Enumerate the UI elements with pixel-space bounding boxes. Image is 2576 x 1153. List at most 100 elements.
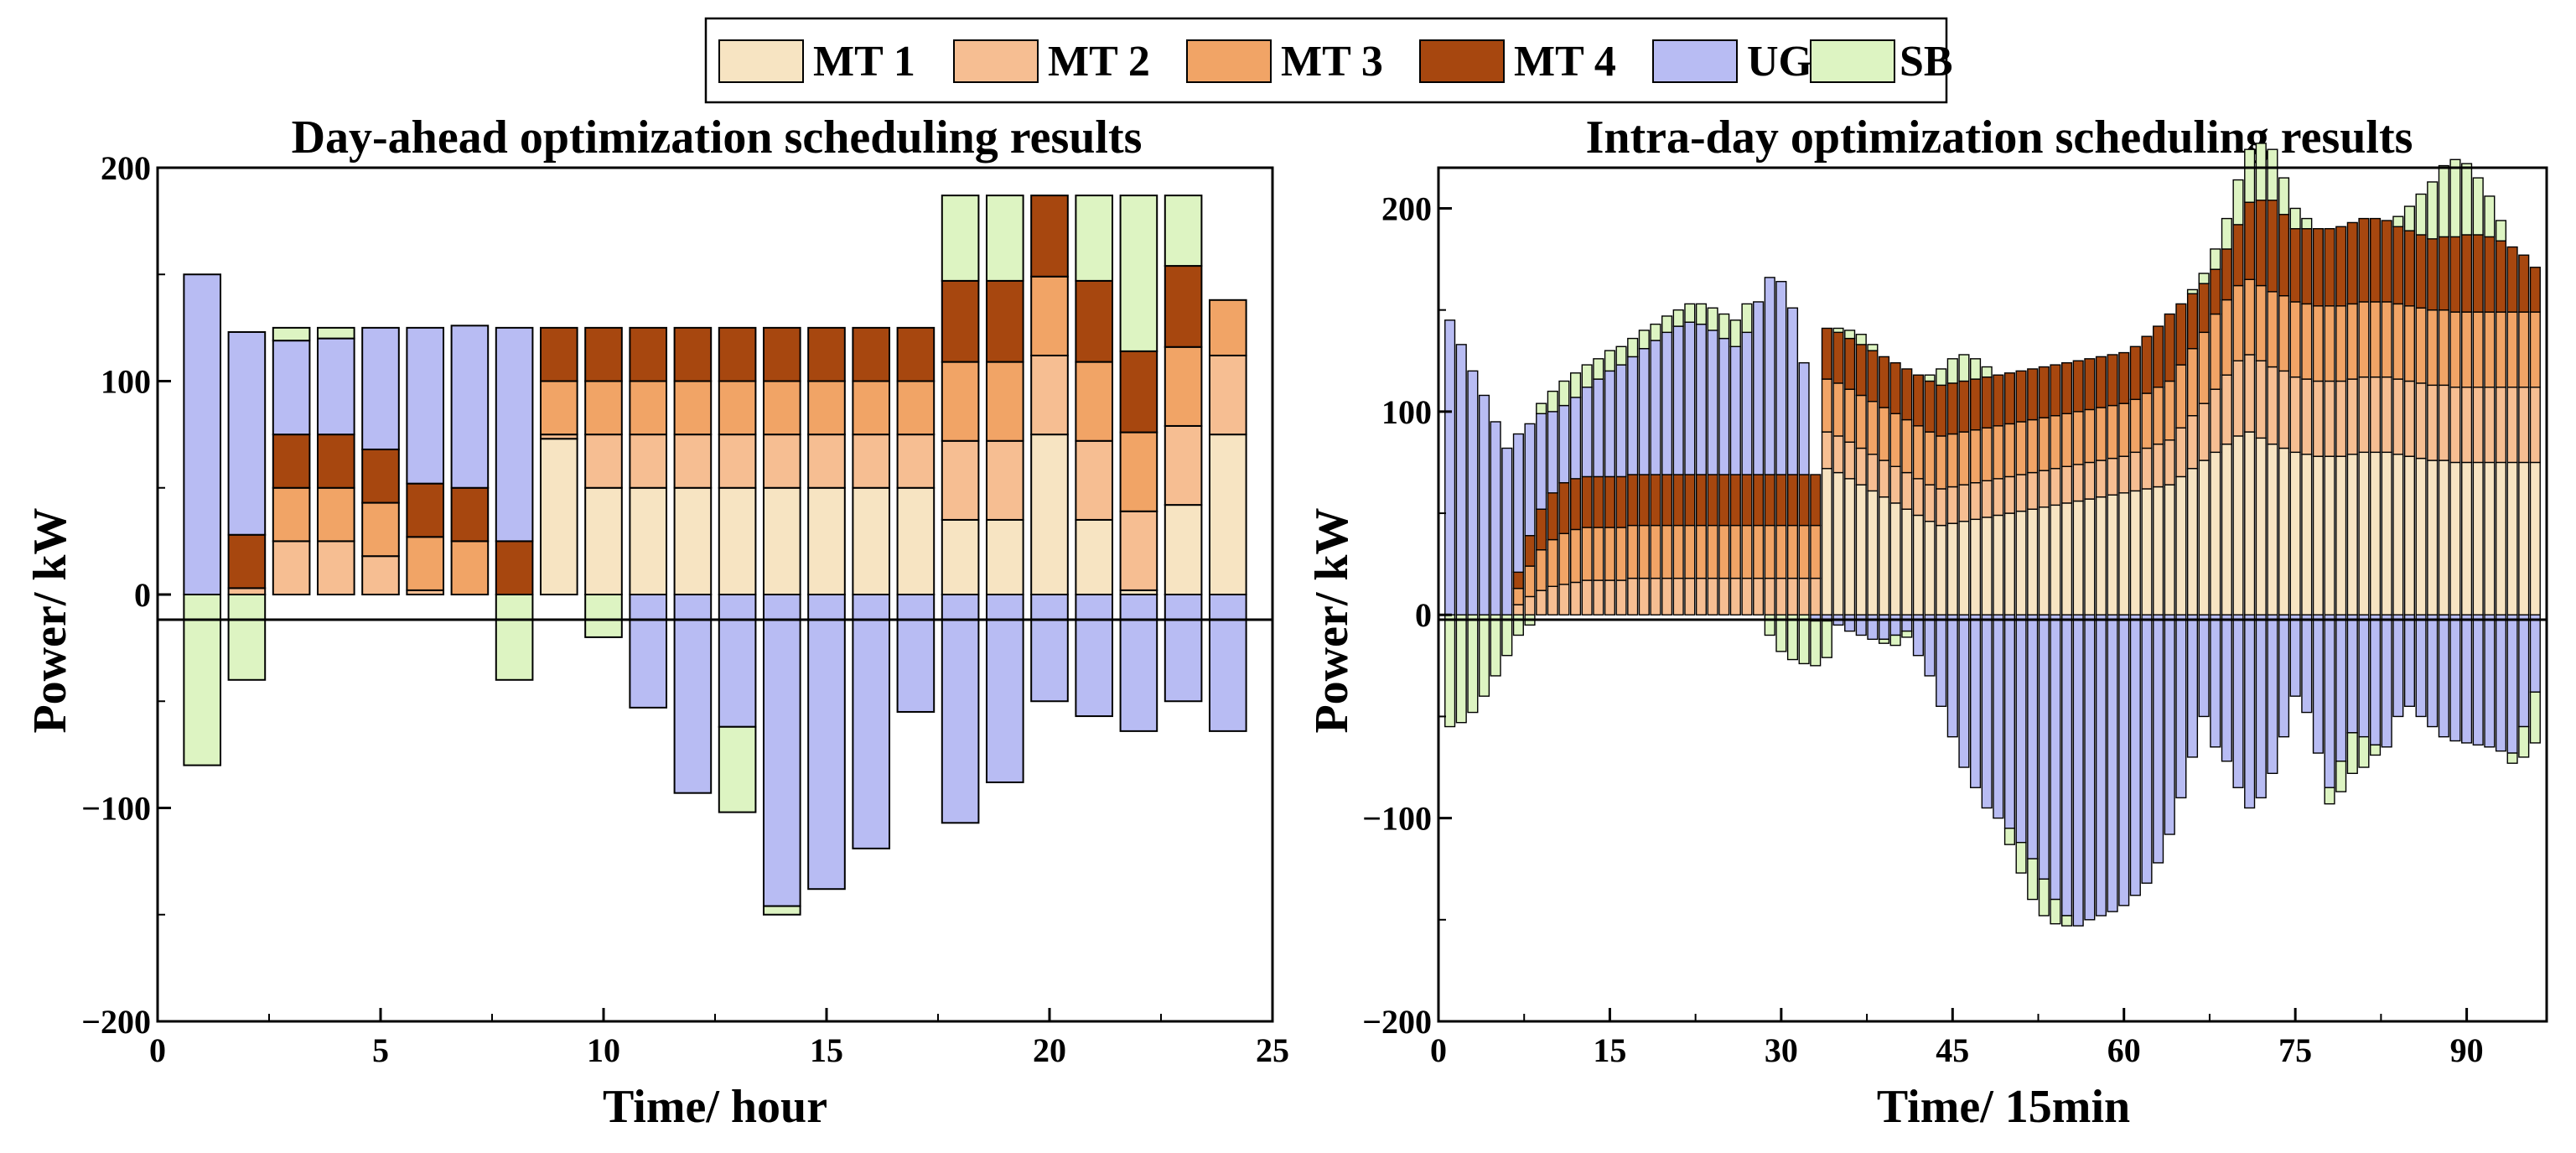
- intra-day-bar-mt-1-38: [1867, 490, 1879, 615]
- day-ahead-y-tick-label--100: −100: [81, 790, 151, 828]
- intra-day-bar-sb-67: [2198, 273, 2210, 284]
- intra-day-bar-ug-91: [2472, 614, 2484, 746]
- intra-day-bar-mt-1-43: [1924, 521, 1936, 615]
- day-ahead-bar-sb-2: [227, 594, 267, 681]
- intra-day-bar-mt-4-62: [2141, 335, 2153, 394]
- intra-day-bar-sb-22: [1684, 303, 1696, 323]
- intra-day-bar-mt-1-52: [2027, 508, 2039, 615]
- intra-day-bar-mt-4-37: [1855, 344, 1867, 397]
- intra-day-bar-sb-89: [2449, 158, 2461, 238]
- day-ahead-bar-mt-1-17: [896, 486, 936, 595]
- intra-day-bar-ug-59: [2107, 614, 2118, 912]
- day-ahead-bar-mt-2-22: [1119, 510, 1158, 591]
- intra-day-bar-mt-2-62: [2141, 447, 2153, 490]
- intra-day-bar-ug-81: [2358, 614, 2370, 738]
- intra-day-bar-mt-1-61: [2129, 490, 2141, 615]
- intra-day-bar-sb-15: [1604, 350, 1615, 372]
- intra-day-bar-mt-1-65: [2175, 475, 2187, 615]
- intra-day-bar-mt-3-63: [2153, 387, 2164, 445]
- day-ahead-bar-mt-4-17: [896, 326, 936, 382]
- day-ahead-bar-mt-3-12: [673, 380, 713, 436]
- intra-day-bar-sb-2: [1455, 614, 1467, 724]
- intra-day-bar-mt-4-19: [1650, 474, 1661, 527]
- intra-day-bar-mt-4-66: [2186, 293, 2199, 350]
- day-ahead-bar-mt-4-21: [1075, 279, 1114, 363]
- intra-day-bar-mt-2-70: [2232, 360, 2244, 437]
- intra-day-bar-sb-24: [1707, 307, 1718, 331]
- day-ahead-bar-ug-1: [183, 273, 222, 595]
- intra-day-bar-mt-3-23: [1695, 524, 1708, 579]
- intra-day-bar-ug-89: [2449, 614, 2461, 742]
- intra-day-bar-sb-70: [2232, 179, 2244, 226]
- intra-day-bar-mt-3-45: [1946, 433, 1958, 488]
- intra-day-bar-mt-3-87: [2427, 309, 2439, 387]
- intra-day-bar-ug-51: [2015, 614, 2027, 844]
- intra-day-bar-mt-3-56: [2072, 411, 2084, 465]
- day-ahead-bar-ug-22: [1119, 594, 1158, 732]
- day-ahead-bar-mt-4-2: [227, 533, 267, 589]
- intra-day-bar-mt-2-64: [2164, 439, 2175, 486]
- day-ahead-bar-mt-3-17: [896, 380, 936, 436]
- intra-day-bar-mt-1-69: [2221, 443, 2232, 615]
- intra-day-bar-ug-72: [2255, 614, 2267, 799]
- intra-day-bar-mt-1-70: [2232, 435, 2244, 615]
- day-ahead-bar-mt-3-3: [272, 486, 311, 543]
- intra-day-bar-mt-1-87: [2427, 460, 2439, 615]
- intra-day-bar-mt-4-92: [2484, 236, 2496, 313]
- intra-day-bar-mt-4-34: [1821, 327, 1832, 380]
- intra-day-bar-ug-56: [2072, 614, 2084, 927]
- intra-day-bar-mt-3-25: [1718, 524, 1730, 579]
- intra-day-bar-mt-1-64: [2164, 484, 2175, 615]
- intra-day-bar-mt-4-32: [1798, 474, 1810, 527]
- intra-day-bar-mt-3-70: [2232, 284, 2244, 361]
- day-ahead-x-tick-label-0: 0: [149, 1031, 166, 1069]
- intra-day-bar-mt-3-30: [1775, 524, 1787, 579]
- day-ahead-bar-mt-4-6: [406, 482, 445, 538]
- day-ahead-bar-mt-2-20: [1030, 354, 1069, 436]
- intra-day-bar-mt-2-25: [1718, 577, 1730, 615]
- intra-day-bar-mt-3-67: [2198, 331, 2210, 404]
- day-ahead-bar-mt-3-22: [1119, 431, 1158, 512]
- intra-day-bar-mt-2-12: [1569, 581, 1582, 615]
- intra-day-bar-mt-1-54: [2050, 504, 2061, 615]
- intra-day-bar-sb-91: [2472, 177, 2484, 236]
- day-ahead-bar-mt-2-4: [316, 540, 355, 596]
- day-ahead-bar-mt-2-10: [584, 434, 623, 489]
- intra-day-bar-mt-3-12: [1569, 528, 1582, 584]
- day-ahead-bar-mt-3-13: [718, 380, 757, 436]
- intra-day-bar-mt-2-53: [2038, 470, 2050, 508]
- intra-day-bar-mt-2-13: [1581, 579, 1593, 615]
- intra-day-bar-mt-2-67: [2198, 403, 2210, 461]
- intra-day-bar-mt-3-79: [2335, 305, 2347, 382]
- intra-day-bar-sb-84: [2392, 216, 2404, 227]
- day-ahead-bar-mt-2-3: [272, 540, 311, 596]
- intra-day-bar-sb-36: [1844, 330, 1856, 340]
- intra-day-bar-ug-53: [2038, 614, 2050, 880]
- intra-day-bar-mt-3-33: [1810, 524, 1822, 579]
- day-ahead-bar-ug-4: [316, 337, 355, 436]
- intra-day-bar-ug-84: [2392, 614, 2404, 718]
- intra-day-y-tick-label-200: 200: [1381, 190, 1432, 227]
- intra-day-bar-mt-3-21: [1672, 524, 1684, 579]
- intra-day-bar-mt-1-63: [2153, 486, 2164, 615]
- intra-day-bar-ug-31: [1786, 307, 1799, 475]
- intra-day-bar-mt-4-64: [2164, 313, 2175, 382]
- legend-swatch-ug: [1652, 39, 1738, 83]
- day-ahead-ticks: 0 5 10 15 20 25 −200 −100 0 100 200: [81, 149, 1289, 1069]
- intra-day-bar-mt-3-8: [1524, 565, 1536, 598]
- intra-day-bar-mt-3-46: [1958, 431, 1970, 486]
- intra-day-bar-mt-4-86: [2415, 234, 2427, 309]
- intra-day-bar-mt-4-45: [1946, 382, 1958, 435]
- intra-day-bar-mt-3-28: [1753, 524, 1765, 579]
- intra-day-bar-sb-68: [2210, 248, 2221, 270]
- intra-day-x-tick-label-30: 30: [1765, 1031, 1798, 1069]
- intra-day-bar-mt-3-88: [2438, 309, 2449, 387]
- intra-day-bar-mt-3-37: [1855, 394, 1867, 449]
- day-ahead-bar-sb-8: [495, 594, 534, 681]
- intra-day-bar-mt-3-52: [2027, 418, 2039, 474]
- day-ahead-bar-mt-1-16: [852, 486, 891, 595]
- day-ahead-bar-mt-3-9: [539, 380, 578, 436]
- intra-day-bar-mt-3-83: [2381, 301, 2392, 378]
- intra-day-bar-mt-4-51: [2015, 370, 2027, 423]
- day-ahead-bar-ug-18: [941, 594, 980, 824]
